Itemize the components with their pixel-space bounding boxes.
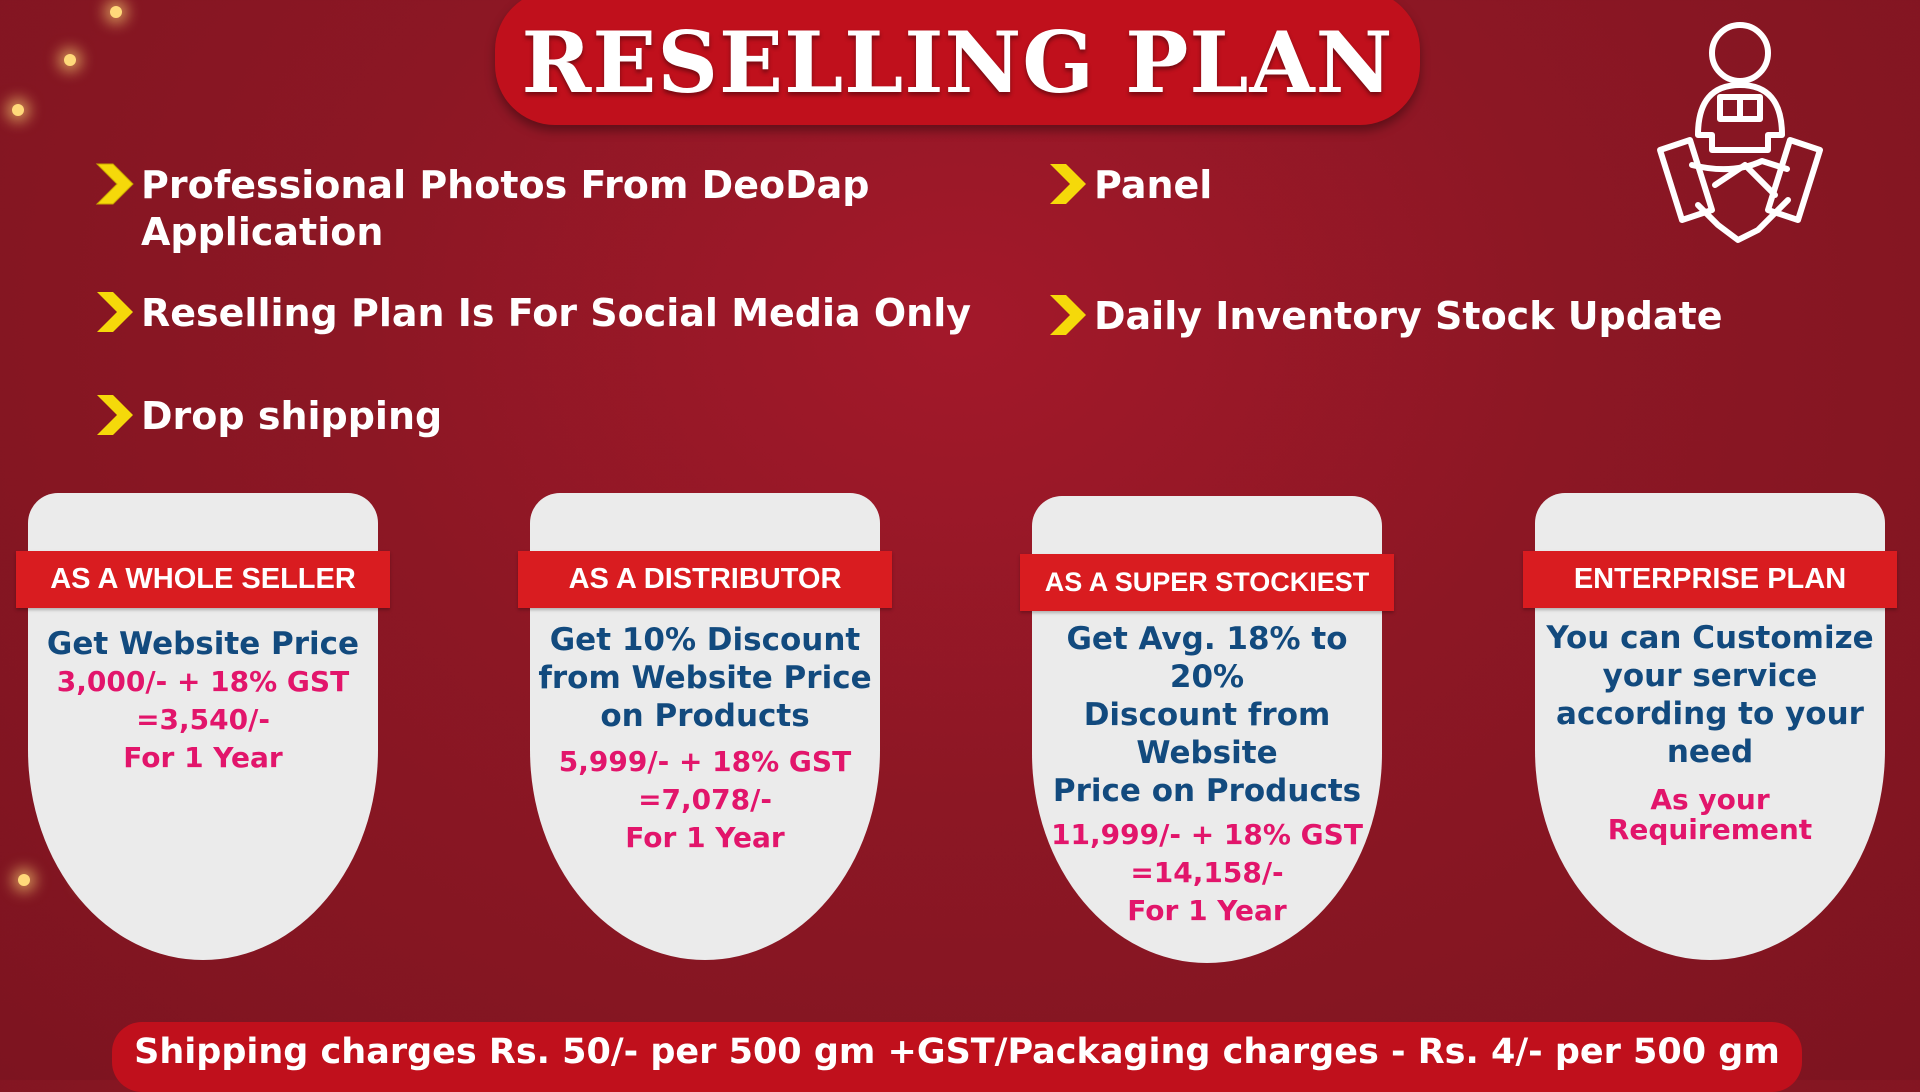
plan-total: =7,078/- [638,783,772,816]
plan-price: Requirement [1607,813,1813,846]
shipping-charges-banner: Shipping charges Rs. 50/- per 500 gm +GS… [112,1022,1802,1092]
feature-text: Professional Photos From DeoDap [141,163,870,207]
light-decoration [18,874,30,886]
plan-description: Get 10% Discount [549,622,861,658]
feature-text: Daily Inventory Stock Update [1094,294,1723,338]
plan-description: Price on Products [1052,773,1362,809]
feature-item: Panel [1048,162,1212,209]
chevron-arrow-icon [1050,295,1086,335]
feature-text: Reselling Plan Is For Social Media Only [141,291,972,335]
plan-title: ENTERPRISE PLAN [1523,551,1897,608]
plan-card-super-stockiest: AS A SUPER STOCKIEST Get Avg. 18% to 20%… [1020,496,1394,963]
plan-description: your service [1602,658,1818,694]
plan-price: 11,999/- + 18% GST [1051,818,1363,851]
plan-description: need [1666,734,1754,770]
plan-description: from Website Price [538,660,872,696]
chevron-arrow-icon [95,163,134,205]
plan-card-enterprise: ENTERPRISE PLAN You can Customize your s… [1523,493,1897,960]
plan-title: AS A SUPER STOCKIEST [1020,554,1394,611]
plan-description: according to your [1556,696,1864,732]
plan-card-whole-seller: AS A WHOLE SELLER Get Website Price 3,00… [16,493,390,960]
plan-total: =3,540/- [136,703,270,736]
plan-title: AS A WHOLE SELLER [16,551,390,608]
title-banner: RESELLING PLAN [495,0,1420,125]
page-title: RESELLING PLAN [521,13,1394,112]
feature-text: Panel [1094,163,1213,207]
feature-item: Drop shipping [95,393,442,440]
plan-description: Website [1136,735,1278,771]
light-decoration [64,54,76,66]
plan-description: on Products [600,698,810,734]
feature-item: Daily Inventory Stock Update [1048,293,1723,340]
shipping-charges-text: Shipping charges Rs. 50/- per 500 gm +GS… [134,1032,1780,1072]
feature-text: Application [141,210,384,254]
light-decoration [110,6,122,18]
chevron-arrow-icon [97,292,133,332]
plan-duration: For 1 Year [625,821,785,854]
plan-price: 5,999/- + 18% GST [558,745,852,778]
plan-price: 3,000/- + 18% GST [56,665,350,698]
plan-total: =14,158/- [1130,856,1284,889]
handshake-delivery-icon [1657,22,1823,243]
feature-item: Professional Photos From DeoDap Applicati… [95,162,869,256]
plan-description: Get Website Price [46,626,360,662]
plan-duration: For 1 Year [123,741,283,774]
chevron-arrow-icon [1050,164,1086,204]
plan-description: You can Customize [1546,620,1874,656]
plan-description: Discount from [1083,697,1331,733]
plan-duration: For 1 Year [1127,894,1287,927]
plan-card-distributor: AS A DISTRIBUTOR Get 10% Discount from W… [518,493,892,960]
chevron-arrow-icon [97,395,133,435]
plan-price: As your [1650,783,1770,816]
plan-title: AS A DISTRIBUTOR [518,551,892,608]
plan-description: Get Avg. 18% to 20% [1066,621,1348,695]
feature-text: Drop shipping [141,394,443,438]
light-decoration [12,104,24,116]
feature-item: Reselling Plan Is For Social Media Only [95,290,971,337]
